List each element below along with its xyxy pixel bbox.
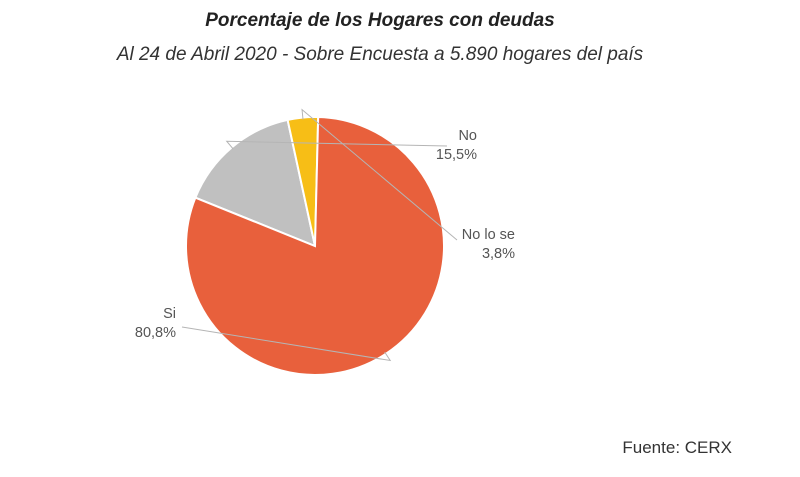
leader-line-no: [225, 140, 448, 150]
leader-line-si: [181, 326, 392, 362]
slice-labels: Si 80,8% No 15,5% No lo se 3,8%: [135, 128, 515, 341]
slice-label-si: Si: [163, 306, 176, 322]
slice-label-no-lo-se: No lo se: [462, 227, 515, 243]
slice-value-no-lo-se: 3,8%: [482, 246, 515, 262]
chart-subtitle: Al 24 de Abril 2020 - Sobre Encuesta a 5…: [116, 44, 644, 65]
slice-value-si: 80,8%: [135, 325, 176, 341]
leader-line-no-lo-se: [301, 108, 458, 241]
leader-lines: [181, 108, 458, 362]
source-note: Fuente: CERX: [622, 438, 732, 457]
slice-value-no: 15,5%: [436, 147, 477, 163]
pie-slices: [185, 116, 445, 376]
chart-title: Porcentaje de los Hogares con deudas: [205, 10, 555, 31]
slice-label-no: No: [458, 128, 477, 144]
